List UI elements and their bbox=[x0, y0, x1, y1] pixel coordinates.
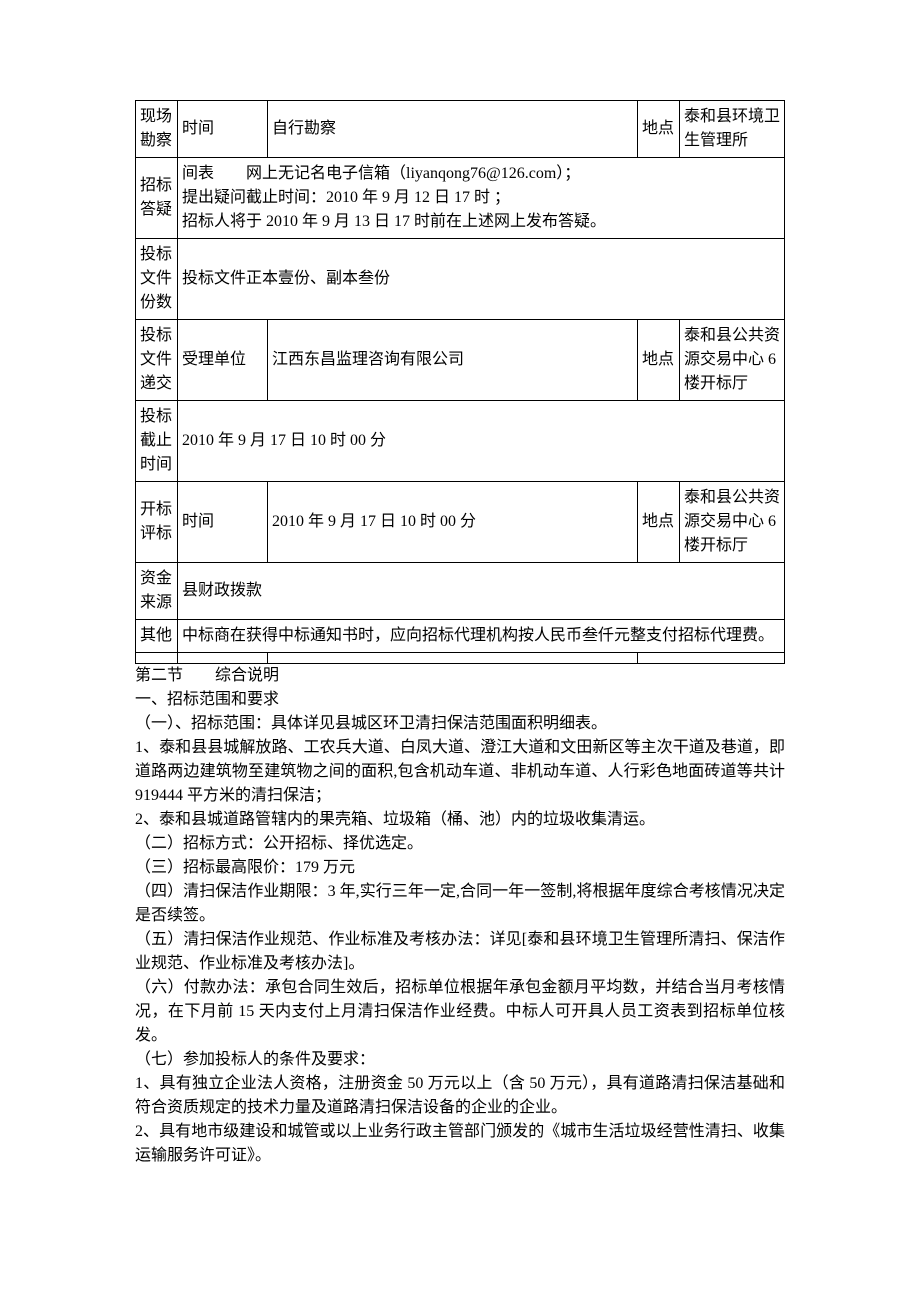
paragraph: 2、泰和县城道路管辖内的果壳箱、垃圾箱（桶、池）内的垃圾收集清运。 bbox=[135, 808, 785, 832]
cell-sub: 时间 bbox=[178, 101, 268, 158]
row-other: 其他 中标商在获得中标通知书时，应向招标代理机构按人民币叁仟元整支付招标代理费。 bbox=[136, 620, 785, 653]
paragraph: （五）清扫保洁作业规范、作业标准及考核办法：详见[泰和县环境卫生管理所清扫、保洁… bbox=[135, 928, 785, 976]
row-site-survey: 现场勘察 时间 自行勘察 地点 泰和县环境卫生管理所 bbox=[136, 101, 785, 158]
cell-sub: 受理单位 bbox=[178, 320, 268, 401]
cell-loc-label: 地点 bbox=[638, 101, 680, 158]
cell-main: 江西东昌监理咨询有限公司 bbox=[268, 320, 638, 401]
paragraph: （四）清扫保洁作业期限：3 年,实行三年一定,合同一年一签制,将根据年度综合考核… bbox=[135, 880, 785, 928]
document-page: 现场勘察 时间 自行勘察 地点 泰和县环境卫生管理所 招标答疑 间表 网上无记名… bbox=[0, 0, 920, 1228]
cell-label: 投标截止时间 bbox=[136, 401, 178, 482]
cell-label: 投标文件份数 bbox=[136, 239, 178, 320]
cell-label: 其他 bbox=[136, 620, 178, 653]
cell-label: 投标文件递交 bbox=[136, 320, 178, 401]
cell-label: 开标评标 bbox=[136, 482, 178, 563]
section-title: 第二节 综合说明 bbox=[135, 664, 785, 688]
cell-content: 中标商在获得中标通知书时，应向招标代理机构按人民币叁仟元整支付招标代理费。 bbox=[178, 620, 785, 653]
row-submit: 投标文件递交 受理单位 江西东昌监理咨询有限公司 地点 泰和县公共资源交易中心 … bbox=[136, 320, 785, 401]
paragraph: （六）付款办法：承包合同生效后，招标单位根据年承包金额月平均数，并结合当月考核情… bbox=[135, 976, 785, 1048]
paragraph: （二）招标方式：公开招标、择优选定。 bbox=[135, 832, 785, 856]
cell-empty bbox=[136, 653, 178, 664]
row-empty bbox=[136, 653, 785, 664]
cell-empty bbox=[178, 653, 268, 664]
cell-content: 间表 网上无记名电子信箱（liyanqong76@126.com）； 提出疑问截… bbox=[178, 158, 785, 239]
body-text-section: 第二节 综合说明 一、招标范围和要求 （一）、招标范围：具体详见县城区环卫清扫保… bbox=[135, 664, 785, 1168]
paragraph: （七）参加投标人的条件及要求： bbox=[135, 1048, 785, 1072]
row-funding: 资金来源 县财政拨款 bbox=[136, 563, 785, 620]
cell-label: 现场勘察 bbox=[136, 101, 178, 158]
paragraph: （三）招标最高限价：179 万元 bbox=[135, 856, 785, 880]
cell-label: 招标答疑 bbox=[136, 158, 178, 239]
paragraph: 1、具有独立企业法人资格，注册资金 50 万元以上（含 50 万元），具有道路清… bbox=[135, 1072, 785, 1120]
paragraph: 2、具有地市级建设和城管或以上业务行政主管部门颁发的《城市生活垃圾经营性清扫、收… bbox=[135, 1120, 785, 1168]
cell-label: 资金来源 bbox=[136, 563, 178, 620]
paragraph: 一、招标范围和要求 bbox=[135, 688, 785, 712]
cell-loc-label: 地点 bbox=[638, 482, 680, 563]
cell-content: 投标文件正本壹份、副本叁份 bbox=[178, 239, 785, 320]
cell-main: 2010 年 9 月 17 日 10 时 00 分 bbox=[268, 482, 638, 563]
cell-empty bbox=[268, 653, 638, 664]
cell-content: 县财政拨款 bbox=[178, 563, 785, 620]
cell-content: 2010 年 9 月 17 日 10 时 00 分 bbox=[178, 401, 785, 482]
paragraph: 1、泰和县县城解放路、工农兵大道、白凤大道、澄江大道和文田新区等主次干道及巷道，… bbox=[135, 736, 785, 808]
row-deadline: 投标截止时间 2010 年 9 月 17 日 10 时 00 分 bbox=[136, 401, 785, 482]
row-opening: 开标评标 时间 2010 年 9 月 17 日 10 时 00 分 地点 泰和县… bbox=[136, 482, 785, 563]
cell-loc: 泰和县环境卫生管理所 bbox=[680, 101, 785, 158]
paragraph: （一）、招标范围：具体详见县城区环卫清扫保洁范围面积明细表。 bbox=[135, 712, 785, 736]
cell-loc-label: 地点 bbox=[638, 320, 680, 401]
row-qna: 招标答疑 间表 网上无记名电子信箱（liyanqong76@126.com）； … bbox=[136, 158, 785, 239]
cell-loc: 泰和县公共资源交易中心 6楼开标厅 bbox=[680, 482, 785, 563]
row-copies: 投标文件份数 投标文件正本壹份、副本叁份 bbox=[136, 239, 785, 320]
cell-empty bbox=[638, 653, 785, 664]
cell-loc: 泰和县公共资源交易中心 6楼开标厅 bbox=[680, 320, 785, 401]
cell-main: 自行勘察 bbox=[268, 101, 638, 158]
cell-sub: 时间 bbox=[178, 482, 268, 563]
tender-info-table: 现场勘察 时间 自行勘察 地点 泰和县环境卫生管理所 招标答疑 间表 网上无记名… bbox=[135, 100, 785, 664]
